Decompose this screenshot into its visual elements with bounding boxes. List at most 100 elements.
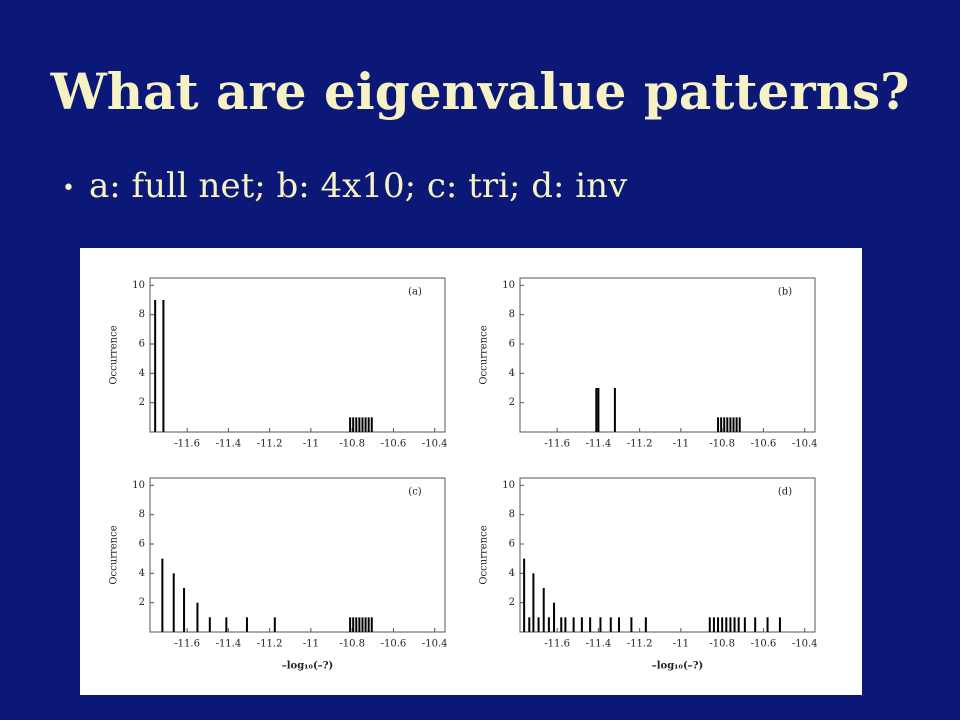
x-tick-label: -10.6: [751, 439, 777, 450]
y-tick-label: 6: [509, 339, 515, 350]
bar: [528, 617, 531, 632]
x-axis-label: –log₁₀(–?): [282, 661, 334, 672]
x-tick-label: -10.6: [381, 439, 407, 450]
y-axis-label: Occurrence: [109, 325, 120, 384]
x-tick-label: -11: [673, 439, 689, 450]
bar: [349, 617, 352, 632]
bar: [729, 417, 732, 432]
bar: [644, 617, 647, 632]
y-tick-label: 6: [139, 539, 145, 550]
bar: [708, 617, 711, 632]
y-tick-label: 4: [509, 568, 515, 579]
y-tick-label: 8: [509, 309, 515, 320]
panel-label: (d): [778, 487, 792, 498]
bar: [245, 617, 248, 632]
bar: [364, 617, 367, 632]
bar: [754, 617, 757, 632]
bar: [161, 558, 164, 632]
y-tick-label: 8: [139, 309, 145, 320]
panel-label: (c): [408, 487, 422, 498]
x-tick-label: -11.2: [257, 639, 283, 650]
x-tick-label: -11.2: [627, 639, 653, 650]
x-tick-label: -10.4: [792, 639, 818, 650]
y-axis-label: Occurrence: [479, 325, 490, 384]
bar: [547, 617, 550, 632]
x-tick-label: -11: [303, 639, 319, 650]
bar: [618, 617, 621, 632]
bar: [712, 617, 715, 632]
x-tick-label: -11.4: [216, 439, 242, 450]
bar: [720, 417, 723, 432]
panel-label: (b): [778, 287, 792, 298]
x-tick-label: -10.4: [422, 439, 448, 450]
x-tick-label: -10.8: [709, 639, 735, 650]
y-tick-label: 2: [509, 397, 515, 408]
bar: [196, 602, 199, 632]
bar: [532, 573, 535, 632]
y-tick-label: 6: [139, 339, 145, 350]
y-tick-label: 4: [139, 368, 145, 379]
x-tick-label: -10.6: [751, 639, 777, 650]
plot-frame: [519, 477, 816, 633]
figure: 2 4 6 8 10 -11.6 -11.4 -11.2 -11 -10.8 -10.6 -10.4 O…: [80, 248, 862, 695]
y-tick-label: 4: [509, 368, 515, 379]
bar: [717, 617, 720, 632]
x-tick-label: -10.4: [792, 439, 818, 450]
bar: [721, 617, 724, 632]
plot-frame: [519, 277, 816, 433]
bar: [355, 417, 358, 432]
x-tick-label: -11.6: [174, 439, 200, 450]
bar: [367, 617, 370, 632]
plot-frame: [149, 277, 446, 433]
bar: [599, 617, 602, 632]
bar: [733, 617, 736, 632]
y-tick-label: 2: [139, 597, 145, 608]
bar: [358, 617, 361, 632]
bar: [352, 617, 355, 632]
x-tick-label: -11.2: [627, 439, 653, 450]
bar: [735, 417, 738, 432]
x-axis-label: –log₁₀(–?): [652, 661, 704, 672]
x-tick-label: -11.4: [586, 639, 612, 650]
bullet-text: a: full net; b: 4x10; c: tri; d: inv: [88, 166, 628, 206]
bar: [537, 617, 540, 632]
y-tick-label: 10: [132, 480, 145, 491]
bar: [355, 617, 358, 632]
bar: [370, 417, 373, 432]
x-tick-label: -11.6: [544, 639, 570, 650]
y-tick-label: 10: [502, 280, 515, 291]
x-tick-label: -11.4: [586, 439, 612, 450]
bar: [564, 617, 567, 632]
x-tick-label: -11.4: [216, 639, 242, 650]
y-tick-label: 8: [139, 509, 145, 520]
bar: [589, 617, 592, 632]
bar: [352, 417, 355, 432]
bar: [208, 617, 211, 632]
bar: [225, 617, 228, 632]
x-tick-label: -10.8: [709, 439, 735, 450]
x-tick-label: -10.4: [422, 639, 448, 650]
bar: [729, 617, 732, 632]
bar: [725, 617, 728, 632]
bar: [361, 617, 364, 632]
bar: [542, 588, 545, 632]
bar: [738, 417, 741, 432]
x-tick-label: -11.2: [257, 439, 283, 450]
bar: [580, 617, 583, 632]
slide-title: What are eigenvalue patterns?: [50, 62, 910, 121]
y-axis-label: Occurrence: [479, 525, 490, 584]
y-tick-label: 4: [139, 568, 145, 579]
bar: [560, 617, 563, 632]
y-tick-label: 10: [132, 280, 145, 291]
panel-label: (a): [408, 287, 422, 298]
bar: [723, 417, 726, 432]
bar: [172, 573, 175, 632]
bar: [523, 558, 526, 632]
plot-frame: [149, 477, 446, 633]
bar: [358, 417, 361, 432]
bar: [572, 617, 575, 632]
x-tick-label: -10.8: [339, 439, 365, 450]
y-tick-label: 2: [509, 597, 515, 608]
bar: [367, 417, 370, 432]
